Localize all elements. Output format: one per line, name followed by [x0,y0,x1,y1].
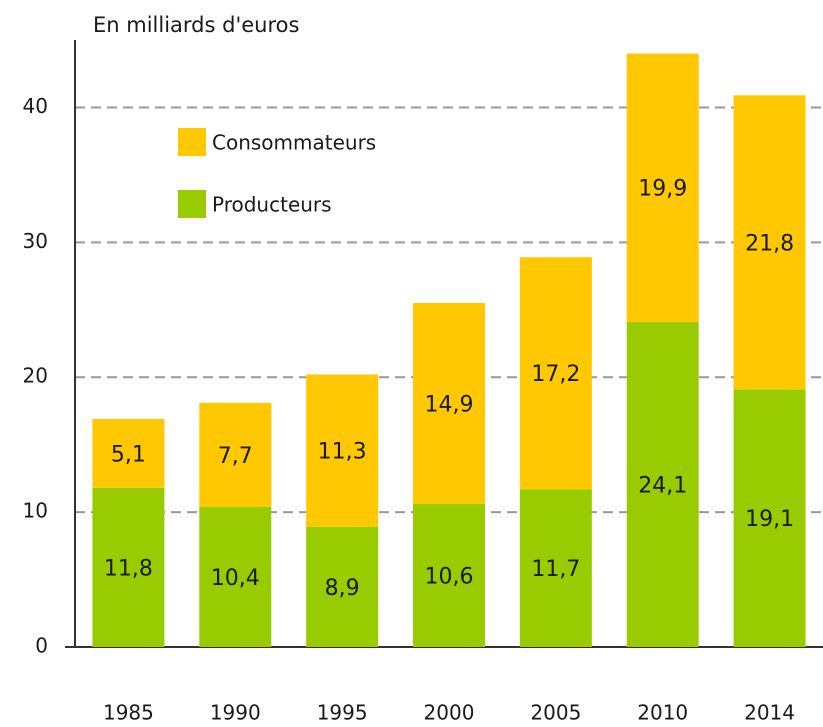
y-tick-label: 0 [35,634,48,658]
y-tick-label: 30 [23,229,48,253]
data-label: 21,8 [745,231,794,256]
legend-swatch [178,128,206,156]
legend-label: Consommateurs [212,131,376,155]
legend-label: Producteurs [212,193,332,217]
x-tick-label: 2005 [530,701,581,725]
y-tick-label: 40 [23,94,48,118]
data-label: 24,1 [638,473,687,498]
y-tick-label: 20 [23,364,48,388]
data-label: 11,3 [318,440,367,465]
data-label: 10,4 [211,566,260,591]
y-axis-title: En milliards d'euros [93,13,299,37]
bar-segment [199,402,272,507]
bar-segment [413,303,485,505]
bar-segment [413,504,485,647]
x-tick-label: 1995 [317,701,368,725]
bar-segment [626,53,699,322]
data-label: 19,9 [638,177,687,202]
bar-segment [519,257,592,490]
data-label: 5,1 [111,442,146,467]
bar-segment [92,419,165,488]
data-label: 8,9 [325,576,360,601]
x-tick-label: 2000 [424,701,475,725]
data-label: 7,7 [218,444,253,469]
data-label: 11,8 [104,556,153,581]
bar-segment [306,526,379,647]
legend-swatch [178,190,206,218]
x-tick-label: 1985 [103,701,154,725]
x-tick-label: 1990 [210,701,261,725]
bar-segment [306,374,379,527]
data-label: 11,7 [531,557,580,582]
x-tick-label: 2014 [744,701,795,725]
bar-segment [733,389,806,647]
data-label: 17,2 [531,362,580,387]
bar-segment [733,95,806,390]
bar-segment [626,321,699,647]
bar-segment [519,489,592,647]
data-label: 19,1 [745,507,794,532]
bar-segment [92,487,165,647]
x-tick-label: 2010 [637,701,688,725]
y-tick-label: 10 [23,499,48,523]
bar-segment [199,506,272,647]
data-label: 10,6 [425,565,474,590]
data-label: 14,9 [425,393,474,418]
